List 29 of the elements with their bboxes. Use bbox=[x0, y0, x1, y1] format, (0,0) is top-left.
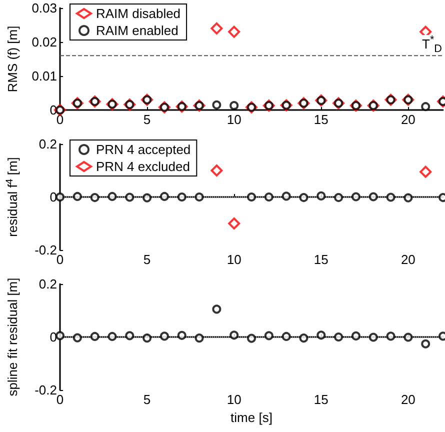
y-tick-label: 0.01 bbox=[32, 68, 57, 84]
y-axis-title: spline fit residual [m] bbox=[5, 278, 20, 396]
legend-label: PRN 4 excluded bbox=[96, 159, 190, 174]
legend-label: RAIM disabled bbox=[96, 6, 181, 21]
y-tick-label: 0 bbox=[50, 330, 57, 344]
y-tick-label: 0.02 bbox=[32, 34, 57, 50]
x-tick-label: 20 bbox=[400, 112, 416, 127]
x-tick-label: 20 bbox=[400, 392, 416, 407]
y-axis-title: RMS (f) [m] bbox=[5, 26, 20, 92]
x-tick-label: 5 bbox=[143, 112, 151, 127]
y-tick-label: 0 bbox=[50, 190, 57, 204]
x-tick-label: 5 bbox=[143, 252, 151, 267]
x-tick-label: 5 bbox=[143, 392, 151, 407]
y-tick-label: -0.2 bbox=[34, 382, 57, 398]
y-tick-label: -0.2 bbox=[34, 242, 57, 258]
y-axis-title: residual f4 [m] bbox=[4, 157, 20, 237]
x-tick-label: 15 bbox=[314, 252, 328, 267]
y-tick-label: 0.2 bbox=[38, 136, 57, 152]
x-tick-label: 15 bbox=[314, 392, 328, 407]
x-tick-label: 10 bbox=[226, 112, 242, 127]
x-axis-title: time [s] bbox=[230, 410, 272, 425]
legend-label: RAIM enabled bbox=[96, 23, 178, 38]
x-tick-label: 20 bbox=[400, 252, 416, 267]
legend-label: PRN 4 accepted bbox=[96, 142, 191, 157]
x-tick-label: 10 bbox=[226, 252, 242, 267]
x-tick-label: 10 bbox=[226, 392, 242, 407]
x-tick-label: 15 bbox=[314, 112, 328, 127]
y-tick-label: 0.03 bbox=[32, 0, 57, 16]
y-tick-label: 0.2 bbox=[38, 276, 57, 292]
